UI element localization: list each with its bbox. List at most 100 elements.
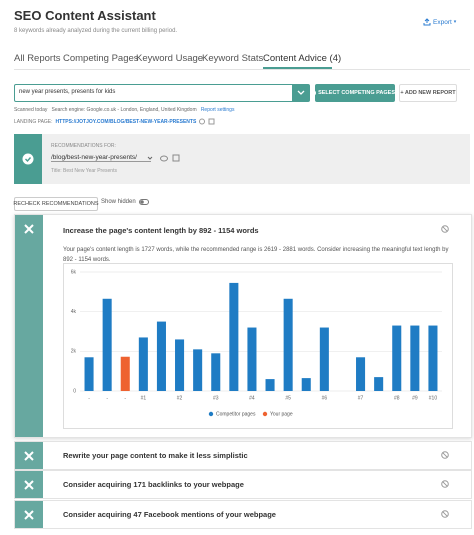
hide-icon[interactable] [441,480,449,488]
bar [193,349,203,391]
legend-swatch [208,411,214,417]
bar [211,353,221,391]
tools-icon [24,480,34,490]
bar [138,337,148,391]
subtitle: 8 keywords already analyzed during the c… [14,28,178,34]
rec-icons [147,154,180,162]
bar [120,356,130,391]
page-title: SEO Content Assistant [14,8,156,23]
x-tick-label: #2 [177,395,183,401]
x-tick-label: - [124,395,126,401]
recommendation-box: RECOMMENDATIONS FOR: /blog/best-new-year… [14,134,470,184]
bar [392,325,402,391]
y-tick-label: 0 [73,388,76,394]
tools-icon [24,224,34,234]
legend-label: Your page [270,411,293,417]
tools-icon [24,510,34,520]
landing-label: LANDING PAGE: [14,118,53,125]
divider [14,69,470,70]
tab[interactable]: Keyword Stats [202,53,264,64]
x-tick-label: #7 [358,395,364,401]
tab-active[interactable]: Content Advice (4) [263,53,342,64]
x-tick-label: #1 [141,395,147,401]
tab[interactable]: Competing Pages [63,53,139,64]
rec-title: Title: Best New Year Presents [51,168,117,174]
advice-title: Consider acquiring 171 backlinks to your… [63,480,244,489]
recheck-button[interactable]: RECHECK RECOMMENDATIONS [13,197,99,211]
bar [247,327,257,391]
advice-card[interactable]: Consider acquiring 47 Facebook mentions … [14,500,472,529]
bar [265,379,275,391]
rec-label: RECOMMENDATIONS FOR: [51,143,116,149]
x-tick-label: #3 [213,395,219,401]
bar [356,357,366,391]
dropdown-button[interactable] [292,84,310,102]
card-side [15,215,43,437]
check-icon [22,153,34,165]
scan-info: Scanned today Search engine: Google.co.u… [14,107,234,113]
chart: 0 2k 4k 6k - - - #1 #2 #3 #4 #5 #6 #7 #8 #9 #10 Competito… [63,263,453,429]
advice-card[interactable]: Consider acquiring 171 backlinks to your… [14,470,472,499]
advice-card[interactable]: Rewrite your page content to make it les… [14,441,472,470]
plus-icon [315,90,317,96]
card-side [15,501,43,528]
show-hidden-label: Show hidden [101,199,136,205]
bar [301,378,311,391]
bar [374,377,384,391]
settings-link[interactable]: Report settings [200,107,235,113]
select-competing-button[interactable]: SELECT COMPETING PAGES [315,84,395,102]
keyword-input[interactable]: new year presents, presents for kids [14,84,294,102]
x-tick-label: #10 [429,395,438,401]
tools-icon [24,451,34,461]
hide-icon[interactable] [441,451,449,459]
add-report-button[interactable]: + ADD NEW REPORT [399,84,457,102]
bar [283,298,293,391]
toggle[interactable] [138,199,149,205]
advice-card-expanded: Increase the page's content length by 89… [14,214,472,438]
export-icon [423,18,431,26]
tab-underline [263,67,332,69]
landing-page: LANDING PAGE: HTTPS://JOTJOY.COM/BLOG/BE… [14,118,215,125]
advice-title: Increase the page's content length by 89… [63,226,259,235]
bar [319,327,329,391]
bar [156,321,166,391]
card-side [15,471,43,498]
advice-title: Rewrite your page content to make it les… [63,451,248,460]
icons [199,118,215,125]
bar [229,282,239,391]
bar [428,325,438,391]
y-tick-label: 6k [71,269,77,275]
x-tick-label: #8 [394,395,400,401]
export-label: Export [433,18,452,26]
hide-icon[interactable] [441,225,449,233]
chevron [297,90,305,95]
landing-url[interactable]: HTTPS://JOTJOY.COM/BLOG/BEST-NEW-YEAR-PR… [55,118,197,125]
card-side [15,442,43,469]
legend-swatch [262,411,268,417]
x-tick-label: #6 [322,395,328,401]
x-tick-label: #5 [285,395,291,401]
hide-icon[interactable] [441,510,449,518]
bar [410,325,420,391]
legend-label: Competitor pages [216,411,256,417]
advice-title: Consider acquiring 47 Facebook mentions … [63,510,276,519]
scanned: Scanned today [14,107,48,113]
tab[interactable]: All Reports [14,53,61,64]
engine: Search engine: Google.co.uk - London, En… [51,107,197,113]
bar [175,339,185,391]
x-tick-label: - [106,395,108,401]
rec-path[interactable]: /blog/best-new-year-presents/ [51,154,151,162]
show-hidden[interactable]: Show hidden [101,199,149,205]
advice-text: Your page's content length is 1727 words… [63,247,449,263]
x-tick-label: #4 [249,395,255,401]
input-text: new year presents, presents for kids [19,89,116,95]
bar [84,357,94,391]
caret: ▾ [453,19,457,25]
button-label: SELECT COMPETING PAGES [318,90,395,96]
export-link[interactable]: Export ▾ [423,18,456,26]
x-tick-label: #9 [412,395,418,401]
y-tick-label: 2k [71,349,77,355]
bar [102,298,112,391]
tab[interactable]: Keyword Usage [136,53,204,64]
